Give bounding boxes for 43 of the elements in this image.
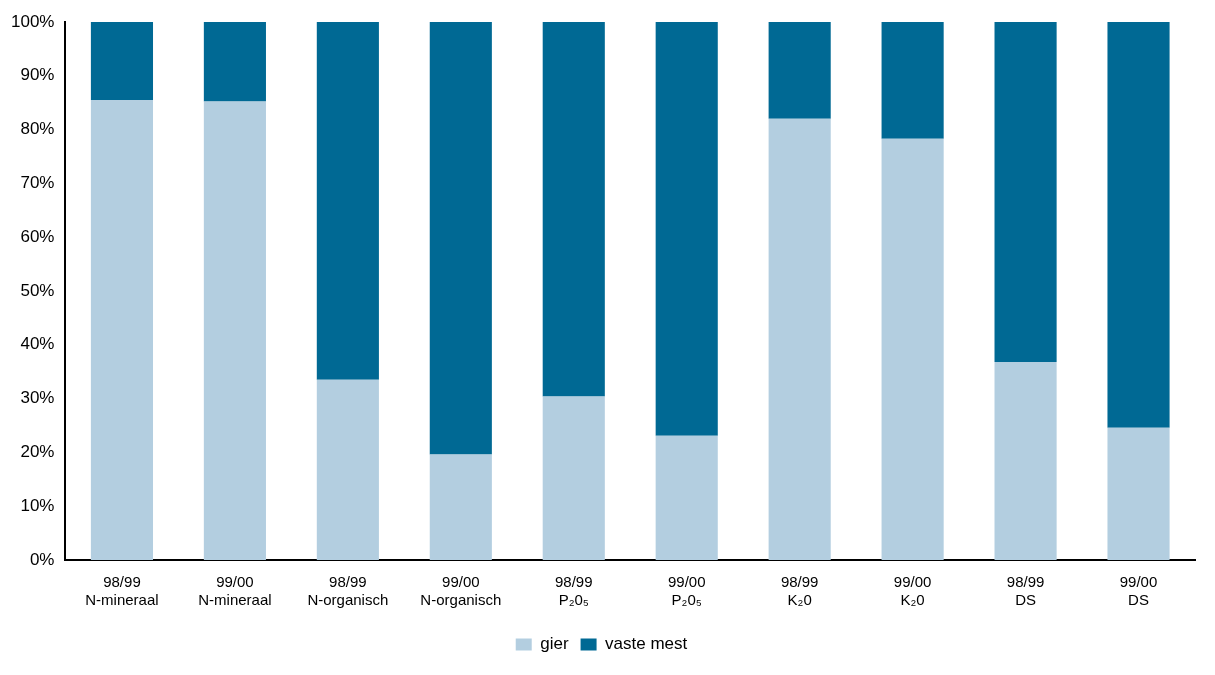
y-tick-label: 70% bbox=[20, 173, 55, 193]
bar bbox=[542, 396, 605, 560]
bar bbox=[316, 379, 379, 560]
x-tick-label: 98/99 K₂0 bbox=[780, 573, 819, 609]
x-tick-label: 99/00 N-mineraal bbox=[198, 573, 272, 609]
bar bbox=[994, 22, 1057, 363]
y-tick-label: 20% bbox=[20, 442, 55, 462]
y-tick-label: 0% bbox=[29, 549, 55, 569]
x-tick-label: 99/00 K₂0 bbox=[893, 573, 932, 609]
y-tick-label: 60% bbox=[20, 226, 55, 246]
bar bbox=[90, 100, 154, 560]
y-tick-label: 40% bbox=[20, 334, 55, 354]
legend-label: vaste mest bbox=[605, 634, 688, 654]
y-tick-label: 90% bbox=[20, 65, 55, 85]
y-tick-label: 50% bbox=[20, 280, 55, 300]
bar bbox=[90, 22, 154, 101]
x-tick-label: 99/00 N-organisch bbox=[420, 573, 502, 609]
x-tick-label: 99/00 DS bbox=[1119, 573, 1158, 609]
bar bbox=[203, 101, 266, 560]
bar bbox=[203, 22, 266, 102]
y-tick-label: 10% bbox=[20, 495, 55, 515]
bar bbox=[881, 22, 944, 139]
bar bbox=[994, 362, 1057, 560]
bar bbox=[542, 22, 605, 397]
legend-label: gier bbox=[540, 634, 569, 654]
bar bbox=[429, 454, 492, 560]
y-tick-label: 30% bbox=[20, 388, 55, 408]
bar bbox=[316, 22, 379, 380]
y-tick-label: 80% bbox=[20, 119, 55, 139]
bar bbox=[429, 22, 492, 455]
x-tick-label: 99/00 P₂0₅ bbox=[667, 573, 706, 609]
x-tick-label: 98/99 N-mineraal bbox=[85, 573, 159, 609]
bar bbox=[1107, 427, 1170, 560]
bar bbox=[655, 22, 718, 436]
bar bbox=[655, 435, 718, 560]
x-tick-label: 98/99 DS bbox=[1006, 573, 1045, 609]
y-tick-label: 100% bbox=[11, 11, 55, 31]
bar bbox=[1107, 22, 1170, 428]
x-tick-label: 98/99 P₂0₅ bbox=[554, 573, 593, 609]
x-tick-label: 98/99 N-organisch bbox=[307, 573, 389, 609]
bar bbox=[881, 138, 944, 560]
bar bbox=[768, 22, 831, 119]
bar bbox=[768, 118, 831, 560]
